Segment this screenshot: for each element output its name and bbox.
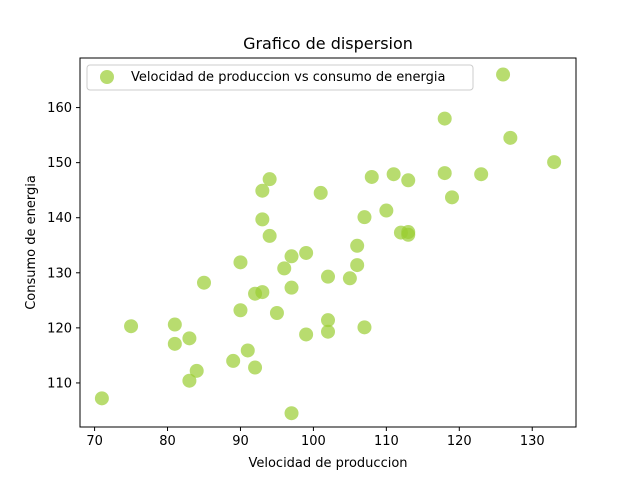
data-point bbox=[299, 327, 314, 342]
data-point bbox=[226, 353, 241, 368]
data-point bbox=[357, 320, 372, 335]
data-point bbox=[284, 280, 299, 295]
data-point bbox=[284, 249, 299, 264]
data-point bbox=[240, 343, 255, 358]
data-point bbox=[386, 167, 401, 182]
data-point bbox=[255, 183, 270, 198]
chart-title: Grafico de dispersion bbox=[243, 34, 413, 53]
data-point bbox=[233, 255, 248, 270]
legend-marker bbox=[100, 70, 114, 84]
data-point bbox=[255, 285, 270, 300]
data-point bbox=[547, 155, 562, 170]
data-point bbox=[357, 210, 372, 225]
data-point bbox=[182, 373, 197, 388]
data-point bbox=[262, 172, 277, 187]
y-tick-label: 120 bbox=[47, 321, 72, 336]
data-point bbox=[379, 203, 394, 218]
y-tick-label: 160 bbox=[47, 101, 72, 116]
data-point bbox=[284, 406, 299, 421]
data-points bbox=[94, 67, 562, 421]
data-point bbox=[496, 67, 511, 82]
data-point bbox=[182, 331, 197, 346]
data-point bbox=[233, 303, 248, 318]
x-tick-label: 130 bbox=[520, 434, 545, 449]
data-point bbox=[503, 130, 518, 145]
data-point bbox=[321, 269, 335, 284]
data-point bbox=[342, 271, 357, 286]
x-tick-label: 120 bbox=[447, 434, 472, 449]
y-tick-label: 130 bbox=[47, 266, 72, 281]
data-point bbox=[94, 391, 109, 406]
y-tick-label: 110 bbox=[47, 376, 72, 391]
data-point bbox=[262, 228, 277, 243]
data-point bbox=[167, 336, 182, 351]
data-point bbox=[124, 319, 139, 334]
data-point bbox=[474, 167, 489, 182]
y-axis-label: Consumo de energia bbox=[24, 175, 39, 310]
data-point bbox=[437, 111, 452, 126]
data-point bbox=[321, 313, 335, 328]
data-point bbox=[189, 363, 204, 378]
data-point bbox=[321, 324, 335, 339]
x-tick-label: 80 bbox=[159, 434, 176, 449]
data-point bbox=[299, 245, 314, 260]
x-tick-label: 90 bbox=[232, 434, 249, 449]
data-point bbox=[277, 261, 292, 276]
data-point bbox=[401, 173, 416, 188]
x-tick-label: 100 bbox=[301, 434, 326, 449]
y-tick-label: 140 bbox=[47, 211, 72, 226]
data-point bbox=[445, 190, 459, 205]
data-point bbox=[364, 169, 379, 184]
legend: Velocidad de produccion vs consumo de en… bbox=[86, 64, 474, 91]
x-tick-label: 70 bbox=[86, 434, 103, 449]
y-axis-ticks: 110 120 130 140 150 160 bbox=[47, 101, 80, 391]
data-point bbox=[255, 212, 270, 227]
data-point bbox=[197, 275, 211, 290]
legend-label: Velocidad de produccion vs consumo de en… bbox=[131, 70, 445, 85]
data-point bbox=[269, 305, 284, 320]
x-tick-label: 110 bbox=[374, 434, 399, 449]
data-point bbox=[313, 185, 328, 200]
data-point bbox=[437, 166, 452, 181]
data-point bbox=[248, 360, 263, 375]
x-axis-ticks: 70 80 90 100 110 120 130 bbox=[86, 427, 545, 449]
plot-area-frame bbox=[79, 57, 577, 428]
y-tick-label: 150 bbox=[47, 156, 72, 171]
data-point bbox=[401, 227, 416, 242]
data-point bbox=[350, 238, 365, 253]
x-axis-label: Velocidad de produccion bbox=[248, 456, 407, 471]
data-point bbox=[350, 258, 365, 273]
data-point bbox=[167, 317, 182, 332]
legend-box bbox=[86, 64, 474, 91]
